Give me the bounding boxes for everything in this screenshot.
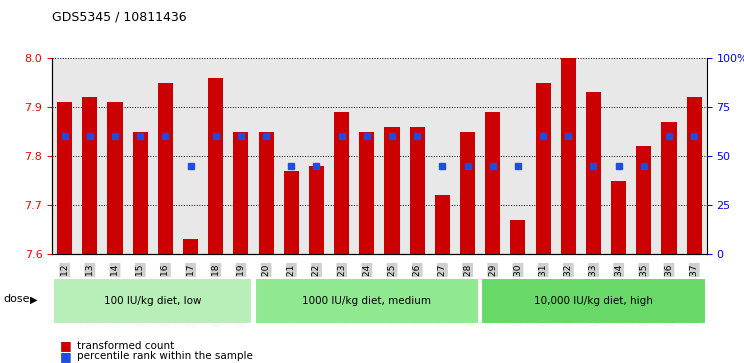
Bar bbox=[561, 58, 576, 254]
Bar bbox=[434, 195, 450, 254]
Bar bbox=[586, 92, 601, 254]
Bar bbox=[283, 171, 299, 254]
Bar bbox=[536, 82, 551, 254]
Bar bbox=[334, 112, 349, 254]
Text: 100 IU/kg diet, low: 100 IU/kg diet, low bbox=[104, 296, 202, 306]
Bar bbox=[83, 97, 97, 254]
Bar bbox=[410, 127, 425, 254]
Bar bbox=[636, 146, 652, 254]
Bar bbox=[132, 131, 148, 254]
Text: dose: dose bbox=[4, 294, 31, 305]
Bar bbox=[485, 112, 500, 254]
Text: transformed count: transformed count bbox=[77, 340, 174, 351]
FancyBboxPatch shape bbox=[481, 278, 705, 324]
Bar bbox=[183, 239, 198, 254]
Bar bbox=[107, 102, 123, 254]
Bar bbox=[359, 131, 374, 254]
Bar bbox=[158, 82, 173, 254]
Text: percentile rank within the sample: percentile rank within the sample bbox=[77, 351, 252, 362]
Bar bbox=[611, 180, 626, 254]
Text: 10,000 IU/kg diet, high: 10,000 IU/kg diet, high bbox=[534, 296, 653, 306]
Text: ■: ■ bbox=[60, 350, 71, 363]
Bar bbox=[661, 122, 676, 254]
FancyBboxPatch shape bbox=[54, 278, 252, 324]
FancyBboxPatch shape bbox=[254, 278, 479, 324]
Text: GDS5345 / 10811436: GDS5345 / 10811436 bbox=[52, 11, 187, 24]
Bar bbox=[309, 166, 324, 254]
Text: ■: ■ bbox=[60, 339, 71, 352]
Bar bbox=[259, 131, 274, 254]
Bar bbox=[57, 102, 72, 254]
Text: ▶: ▶ bbox=[30, 294, 37, 305]
Bar bbox=[385, 127, 400, 254]
Bar bbox=[208, 78, 223, 254]
Text: 1000 IU/kg diet, medium: 1000 IU/kg diet, medium bbox=[302, 296, 432, 306]
Bar bbox=[687, 97, 702, 254]
Bar bbox=[510, 220, 525, 254]
Bar bbox=[234, 131, 248, 254]
Bar bbox=[460, 131, 475, 254]
